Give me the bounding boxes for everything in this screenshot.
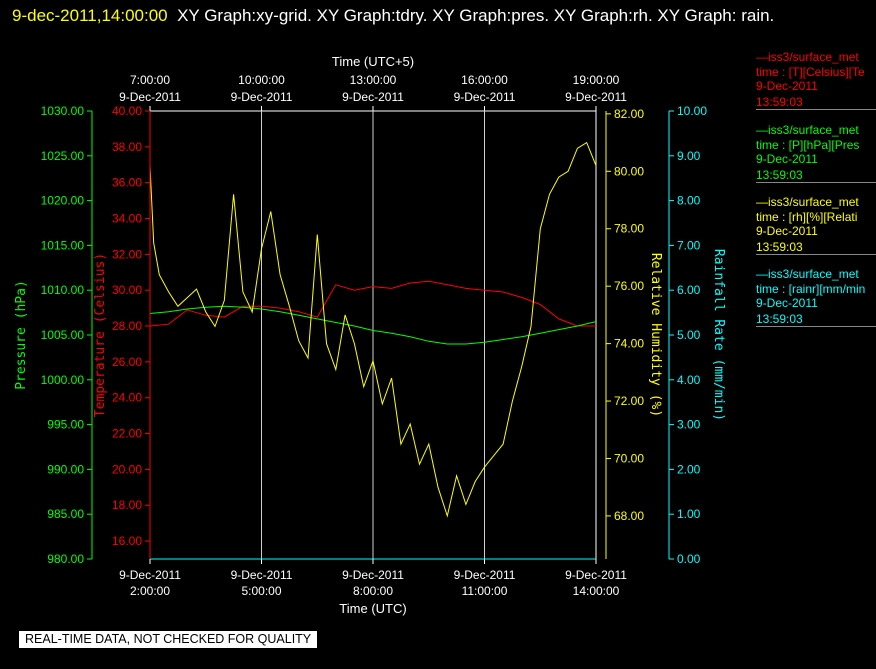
top-tick-time: 19:00:00 [573, 73, 620, 87]
pressure-tick-label: 990.00 [47, 462, 84, 476]
humidity-tick-label: 68.00 [614, 509, 644, 523]
rain-tick-label: 0.00 [677, 552, 701, 566]
legend-temperature-variable: time : [T][Celsius][Te [756, 64, 865, 79]
humidity-series-line [149, 141, 597, 518]
humidity-tick-label: 80.00 [614, 164, 644, 178]
pressure-tick-label: 1020.00 [41, 194, 85, 208]
temperature-tick-label: 32.00 [112, 247, 142, 261]
top-axis-label: Time (UTC+5) [332, 54, 414, 69]
legend-pressure-source: —iss3/surface_met [756, 123, 859, 137]
temperature-tick-label: 30.00 [112, 283, 142, 297]
bottom-tick-date: 9-Dec-2011 [342, 568, 404, 582]
legend-rain-time: 13:59:03 [756, 312, 876, 327]
temperature-tick-label: 38.00 [112, 140, 142, 154]
bottom-tick-date: 9-Dec-2011 [454, 568, 516, 582]
legend-pressure-date: 9-Dec-2011 [756, 152, 818, 166]
rain-axis-label: Rainfall Rate (mm/min) [711, 249, 726, 421]
top-tick-time: 7:00:00 [130, 73, 170, 87]
temperature-tick-label: 18.00 [112, 498, 142, 512]
quality-notice: REAL-TIME DATA, NOT CHECKED FOR QUALITY [19, 631, 318, 648]
temperature-tick-label: 36.00 [112, 176, 142, 190]
top-tick-date: 9-Dec-2011 [454, 90, 516, 104]
humidity-axis-label: Relative Humidity (%) [648, 253, 663, 417]
legend-temperature: —iss3/surface_met time : [T][Celsius][Te… [756, 50, 876, 110]
legend-humidity-date: 9-Dec-2011 [756, 224, 818, 238]
bottom-tick-time: 14:00:00 [573, 584, 620, 598]
top-tick-date: 9-Dec-2011 [565, 90, 627, 104]
legend-temperature-date: 9-Dec-2011 [756, 79, 818, 93]
humidity-tick-label: 82.00 [614, 107, 644, 121]
rain-tick-label: 2.00 [677, 462, 701, 476]
bottom-tick-time: 5:00:00 [241, 584, 281, 598]
legend-temperature-time: 13:59:03 [756, 95, 876, 110]
timestamp: 9-dec-2011,14:00:00 [12, 6, 168, 25]
legend-pressure: —iss3/surface_met time : [P][hPa][Pres 9… [756, 123, 876, 183]
top-tick-date: 9-Dec-2011 [231, 90, 293, 104]
legend-pressure-time: 13:59:03 [756, 168, 876, 183]
temperature-tick-label: 34.00 [112, 212, 142, 226]
bottom-tick-date: 9-Dec-2011 [231, 568, 293, 582]
pressure-tick-label: 1000.00 [41, 373, 85, 387]
bottom-tick-date: 9-Dec-2011 [119, 568, 181, 582]
rain-tick-label: 1.00 [677, 507, 701, 521]
pressure-tick-label: 1030.00 [41, 104, 85, 118]
rain-tick-label: 10.00 [677, 104, 707, 118]
legend-temperature-source: —iss3/surface_met [756, 50, 859, 64]
pressure-tick-label: 980.00 [47, 552, 84, 566]
legend-humidity-variable: time : [rh][%][Relati [756, 209, 858, 224]
top-tick-date: 9-Dec-2011 [119, 90, 181, 104]
humidity-tick-label: 70.00 [614, 451, 644, 465]
legend-pressure-variable: time : [P][hPa][Pres [756, 137, 860, 152]
pressure-tick-label: 985.00 [47, 507, 84, 521]
bottom-tick-time: 8:00:00 [353, 584, 393, 598]
pressure-tick-label: 1025.00 [41, 149, 85, 163]
pressure-tick-label: 1005.00 [41, 328, 85, 342]
temperature-tick-label: 28.00 [112, 319, 142, 333]
legend-rain: —iss3/surface_met time : [rainr][mm/min … [756, 267, 876, 327]
graph-list: XY Graph:xy-grid. XY Graph:tdry. XY Grap… [177, 6, 775, 25]
pressure-series-line [149, 305, 597, 345]
temperature-tick-label: 26.00 [112, 355, 142, 369]
humidity-tick-label: 72.00 [614, 394, 644, 408]
top-tick-time: 13:00:00 [350, 73, 397, 87]
rain-tick-label: 6.00 [677, 283, 701, 297]
temperature-tick-label: 24.00 [112, 391, 142, 405]
pressure-tick-label: 1015.00 [41, 238, 85, 252]
legend-humidity-source: —iss3/surface_met [756, 195, 859, 209]
bottom-tick-time: 11:00:00 [462, 584, 508, 598]
humidity-tick-label: 78.00 [614, 222, 644, 236]
temperature-series-line [149, 280, 596, 327]
rain-tick-label: 9.00 [677, 149, 701, 163]
bottom-tick-date: 9-Dec-2011 [565, 568, 627, 582]
legend-humidity-time: 13:59:03 [756, 240, 876, 255]
bottom-tick-time: 2:00:00 [130, 584, 170, 598]
pressure-tick-label: 1010.00 [41, 283, 85, 297]
top-tick-time: 10:00:00 [238, 73, 285, 87]
rain-tick-label: 4.00 [677, 373, 701, 387]
temperature-tick-label: 22.00 [112, 427, 142, 441]
axes: 9-Dec-2011 2:00:00 9-Dec-2011 5:00:00 9-Dec-… [14, 54, 726, 616]
legend-humidity: —iss3/surface_met time : [rh][%][Relati … [756, 195, 876, 255]
top-tick-date: 9-Dec-2011 [342, 90, 404, 104]
temperature-tick-label: 40.00 [112, 104, 142, 118]
bottom-axis-label: Time (UTC) [339, 601, 406, 616]
graph-title: 9-dec-2011,14:00:00 XY Graph:xy-grid. XY… [12, 2, 862, 30]
temperature-tick-label: 16.00 [112, 534, 142, 548]
legend-rain-variable: time : [rainr][mm/min [756, 281, 866, 296]
temperature-axis-label: Temperature (Celsius) [93, 253, 108, 417]
humidity-tick-label: 76.00 [614, 279, 644, 293]
pressure-axis-label: Pressure (hPa) [14, 280, 29, 390]
legend-rain-source: —iss3/surface_met [756, 267, 859, 281]
pressure-tick-label: 995.00 [47, 418, 84, 432]
top-tick-time: 16:00:00 [461, 73, 508, 87]
legend-rain-date: 9-Dec-2011 [756, 296, 818, 310]
rain-tick-label: 8.00 [677, 194, 701, 208]
humidity-tick-label: 74.00 [614, 337, 644, 351]
temperature-tick-label: 20.00 [112, 462, 142, 476]
rain-tick-label: 7.00 [677, 238, 701, 252]
rain-tick-label: 5.00 [677, 328, 701, 342]
rain-tick-label: 3.00 [677, 418, 701, 432]
